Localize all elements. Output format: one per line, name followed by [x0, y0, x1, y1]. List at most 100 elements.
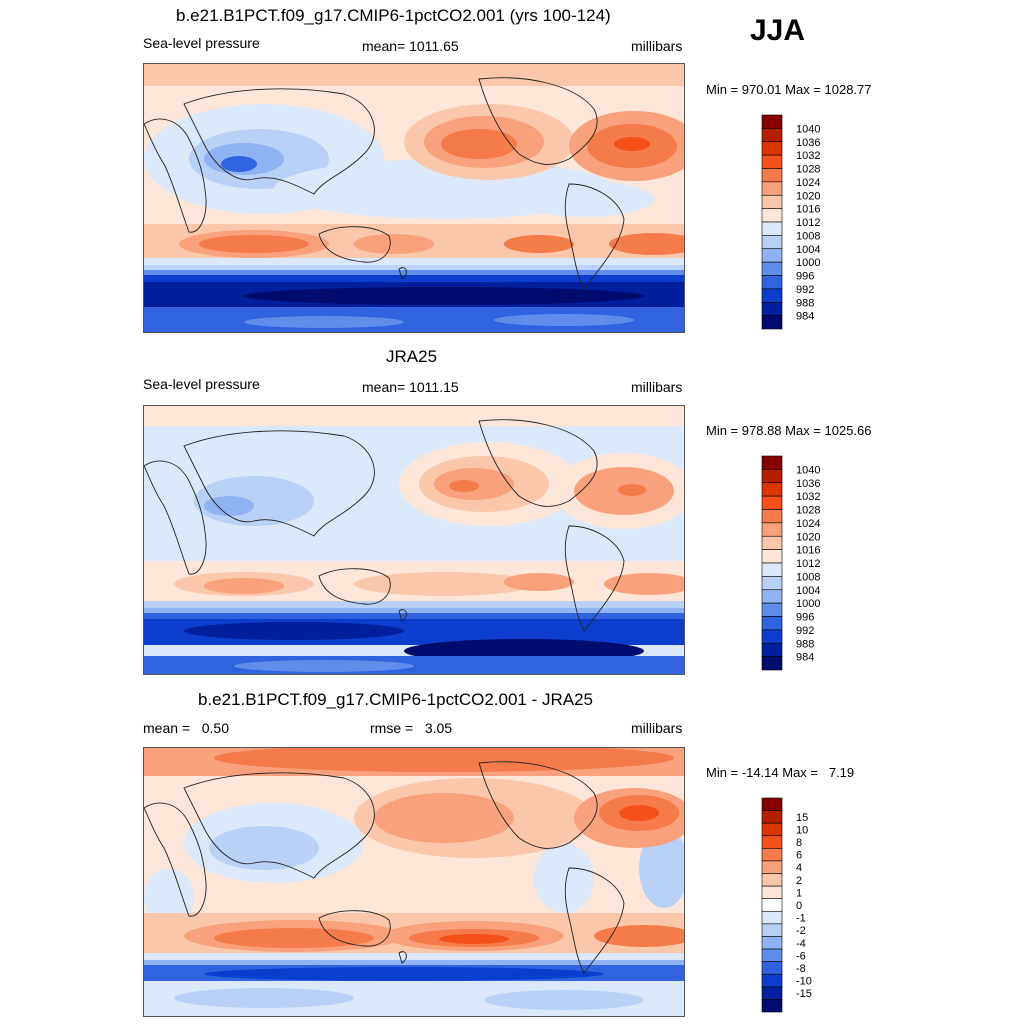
- colorbar-box: [761, 848, 783, 862]
- panel-3-map: [143, 747, 685, 1017]
- panel-1-mean-label: mean= 1011.65: [362, 38, 459, 54]
- colorbar-box: [761, 509, 783, 524]
- colorbar-box: [761, 248, 783, 263]
- colorbar-label: 8: [796, 837, 802, 849]
- panel-1-units-label: millibars: [631, 38, 683, 54]
- colorbar-label: 1036: [796, 137, 820, 149]
- colorbar-label: 1016: [796, 545, 820, 557]
- colorbar-box: [761, 469, 783, 484]
- colorbar-label: -2: [796, 925, 806, 937]
- colorbar-label: 15: [796, 812, 808, 824]
- panel-2-units-label: millibars: [631, 379, 683, 395]
- panel-3-colorbar: 15 10 8 6 4 2 1 0 -1 -2 -4 -6 -8 -10 -15: [761, 797, 822, 1013]
- colorbar-label: -4: [796, 938, 806, 950]
- colorbar-label: 988: [796, 638, 814, 650]
- colorbar-box: [761, 288, 783, 303]
- colorbar-label: 1008: [796, 571, 820, 583]
- colorbar-box: [761, 495, 783, 510]
- colorbar-box: [761, 910, 783, 925]
- colorbar-box: [761, 576, 783, 591]
- panel-1-colorbar: 1040 1036 1032 1028 1024 1020 1016 1012 1008 1004…: [761, 114, 822, 330]
- colorbar-label: 984: [796, 652, 814, 664]
- colorbar-box: [761, 128, 783, 143]
- colorbar-box: [761, 642, 783, 657]
- colorbar-box: [761, 797, 783, 811]
- colorbar-box: [761, 455, 783, 470]
- colorbar-label: 1000: [796, 257, 820, 269]
- colorbar-label: -6: [796, 950, 806, 962]
- colorbar-label: 1004: [796, 585, 820, 597]
- colorbar-box: [761, 999, 783, 1013]
- panel-2-map-field: [144, 406, 684, 674]
- panel-2-colorbar: 1040 1036 1032 1028 1024 1020 1016 1012 1008 1004…: [761, 455, 822, 671]
- colorbar-label: 1040: [796, 123, 820, 135]
- colorbar-label: 1032: [796, 150, 820, 162]
- panel-3-units-label: millibars: [631, 720, 683, 736]
- colorbar-box: [761, 154, 783, 169]
- colorbar-box: [761, 885, 783, 900]
- colorbar-label: 10: [796, 824, 808, 836]
- panel-3-map-field: [144, 748, 684, 1016]
- colorbar-label: 992: [796, 625, 814, 637]
- colorbar-box: [761, 315, 783, 330]
- colorbar-box: [761, 589, 783, 604]
- colorbar-box: [761, 961, 783, 975]
- colorbar-label: 1016: [796, 204, 820, 216]
- colorbar-label: 1020: [796, 531, 820, 543]
- colorbar-box: [761, 275, 783, 290]
- colorbar-box: [761, 898, 783, 912]
- colorbar-label: 1012: [796, 558, 820, 570]
- panel-2-variable-label: Sea-level pressure: [143, 376, 260, 392]
- colorbar-box: [761, 221, 783, 236]
- colorbar-label: 4: [796, 862, 802, 874]
- colorbar-label: -8: [796, 963, 806, 975]
- colorbar-box: [761, 549, 783, 564]
- panel-2-minmax: Min = 978.88 Max = 1025.66: [706, 423, 872, 438]
- colorbar-label: 1024: [796, 177, 820, 189]
- colorbar-label: 1000: [796, 598, 820, 610]
- colorbar-label: -15: [796, 988, 812, 1000]
- colorbar-label: -1: [796, 913, 806, 925]
- panel-1-variable-label: Sea-level pressure: [143, 35, 260, 51]
- colorbar-box: [761, 261, 783, 276]
- colorbar-label: 996: [796, 271, 814, 283]
- colorbar-box: [761, 301, 783, 316]
- panel-3-rmse-label: rmse = 3.05: [370, 720, 453, 736]
- colorbar-box: [761, 562, 783, 577]
- colorbar-box: [761, 835, 783, 849]
- panel-1-map-field: [144, 64, 684, 332]
- colorbar-box: [761, 535, 783, 550]
- colorbar-box: [761, 482, 783, 497]
- colorbar-box: [761, 208, 783, 223]
- panel-1-map: [143, 63, 685, 333]
- colorbar-label: 6: [796, 850, 802, 862]
- colorbar-box: [761, 656, 783, 671]
- panel-2-title: JRA25: [386, 347, 438, 366]
- colorbar-label: 984: [796, 311, 814, 323]
- colorbar-label: 1020: [796, 190, 820, 202]
- colorbar-box: [761, 235, 783, 250]
- colorbar-box: [761, 168, 783, 183]
- panel-2-map: [143, 405, 685, 675]
- colorbar-label: 1028: [796, 164, 820, 176]
- colorbar-box: [761, 923, 783, 937]
- panel-1-minmax: Min = 970.01 Max = 1028.77: [706, 82, 872, 97]
- colorbar-label: 1004: [796, 244, 820, 256]
- colorbar-box: [761, 973, 783, 988]
- colorbar-label: 1040: [796, 464, 820, 476]
- colorbar-box: [761, 194, 783, 209]
- panel-1-coastlines: [144, 77, 625, 290]
- colorbar-box: [761, 822, 783, 837]
- colorbar-box: [761, 522, 783, 537]
- colorbar-label: 1: [796, 887, 802, 899]
- colorbar-label: -10: [796, 976, 812, 988]
- colorbar-label: 992: [796, 284, 814, 296]
- colorbar-label: 1032: [796, 491, 820, 503]
- panel-1-title: b.e21.B1PCT.f09_g17.CMIP6-1pctCO2.001 (y…: [176, 6, 611, 25]
- colorbar-box: [761, 986, 783, 1000]
- colorbar-label: 1008: [796, 230, 820, 242]
- panel-3-minmax: Min = -14.14 Max = 7.19: [706, 765, 855, 780]
